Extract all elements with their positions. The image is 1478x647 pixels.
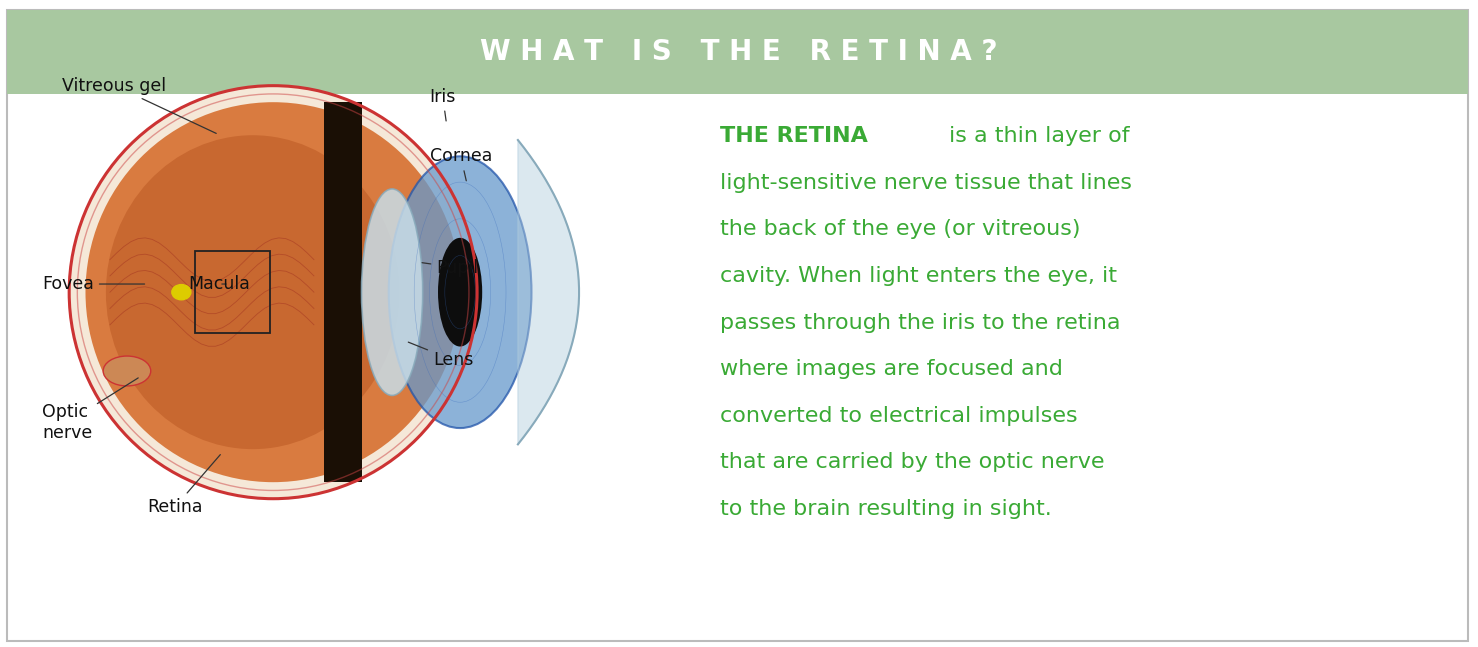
Text: W H A T   I S   T H E   R E T I N A ?: W H A T I S T H E R E T I N A ? (480, 38, 998, 66)
Text: to the brain resulting in sight.: to the brain resulting in sight. (720, 499, 1051, 519)
Text: Macula: Macula (188, 275, 250, 293)
Ellipse shape (86, 102, 461, 482)
Text: cavity. When light enters the eye, it: cavity. When light enters the eye, it (720, 266, 1117, 286)
Text: the back of the eye (or vitreous): the back of the eye (or vitreous) (720, 219, 1080, 239)
Text: Pupil: Pupil (423, 259, 479, 277)
Text: Cornea: Cornea (430, 148, 492, 181)
Text: Lens: Lens (408, 342, 473, 369)
Text: that are carried by the optic nerve: that are carried by the optic nerve (720, 452, 1104, 472)
Ellipse shape (362, 189, 423, 395)
Polygon shape (517, 140, 579, 444)
Text: Fovea: Fovea (41, 275, 145, 293)
Ellipse shape (389, 157, 532, 428)
Text: Optic
nerve: Optic nerve (41, 378, 139, 442)
Circle shape (171, 285, 191, 300)
Bar (195, 252, 270, 333)
Text: where images are focused and: where images are focused and (720, 359, 1063, 379)
Text: light-sensitive nerve tissue that lines: light-sensitive nerve tissue that lines (720, 173, 1132, 193)
Ellipse shape (437, 238, 482, 347)
Text: THE RETINA: THE RETINA (720, 126, 868, 146)
Ellipse shape (106, 135, 399, 449)
Text: Iris: Iris (430, 87, 455, 121)
Text: passes through the iris to the retina: passes through the iris to the retina (720, 313, 1120, 333)
Ellipse shape (69, 85, 477, 499)
Text: Vitreous gel: Vitreous gel (62, 76, 216, 133)
Text: Retina: Retina (148, 455, 220, 516)
FancyBboxPatch shape (7, 10, 1468, 641)
FancyBboxPatch shape (7, 10, 1468, 94)
Text: is a thin layer of: is a thin layer of (949, 126, 1129, 146)
Ellipse shape (103, 356, 151, 386)
Bar (324, 102, 362, 482)
Text: converted to electrical impulses: converted to electrical impulses (720, 406, 1077, 426)
